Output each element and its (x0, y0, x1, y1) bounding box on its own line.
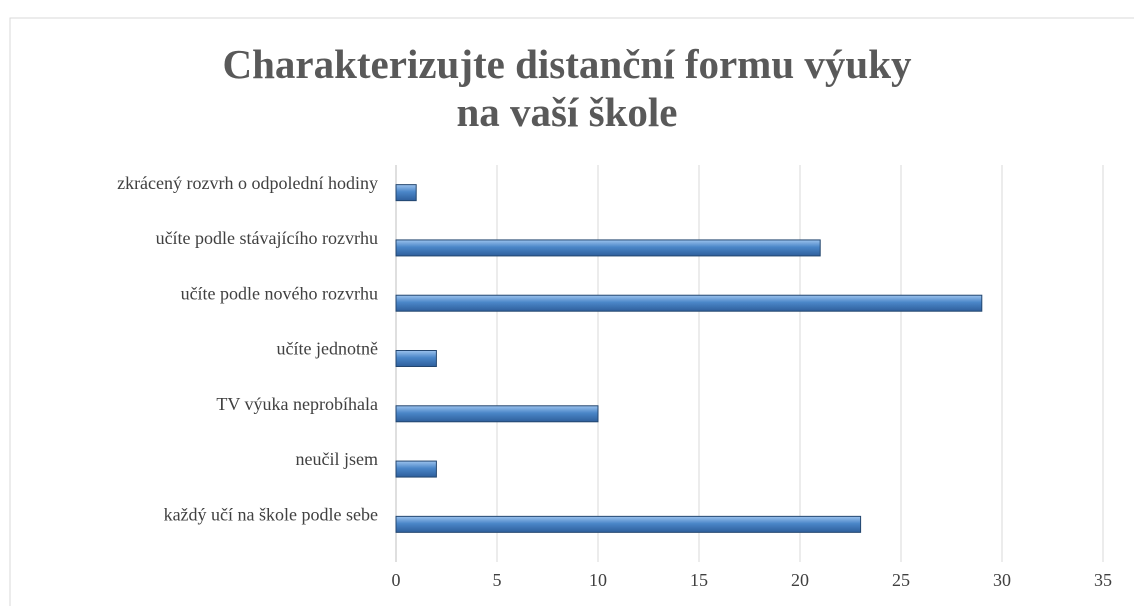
x-tick-label: 15 (690, 570, 708, 590)
bar (395, 405, 599, 423)
x-tick-label: 5 (493, 570, 502, 590)
y-tick-label: učíte podle stávajícího rozvrhu (156, 228, 378, 248)
chart-border (9, 17, 1134, 606)
y-tick-label: zkrácený rozvrh o odpolední hodiny (117, 173, 378, 193)
bar (395, 460, 437, 478)
y-tick-label: učíte jednotně (277, 339, 378, 359)
x-tick-label: 10 (589, 570, 607, 590)
x-tick-label: 25 (892, 570, 910, 590)
y-tick-label: každý učí na škole podle sebe (164, 504, 378, 524)
bar (395, 350, 437, 367)
bar (395, 184, 417, 202)
y-tick-label: TV výuka neprobíhala (216, 394, 378, 414)
y-tick-label: učíte podle nového rozvrhu (181, 283, 378, 303)
bar (395, 515, 862, 533)
x-tick-label: 0 (392, 570, 401, 590)
chart-title: Charakterizujte distanční formu výuky na… (222, 41, 912, 135)
y-tick-label: neučil jsem (296, 449, 378, 469)
bar (395, 239, 821, 257)
bar (395, 294, 983, 312)
x-tick-label: 20 (791, 570, 809, 590)
x-tick-label: 35 (1094, 570, 1112, 590)
x-tick-label: 30 (993, 570, 1011, 590)
